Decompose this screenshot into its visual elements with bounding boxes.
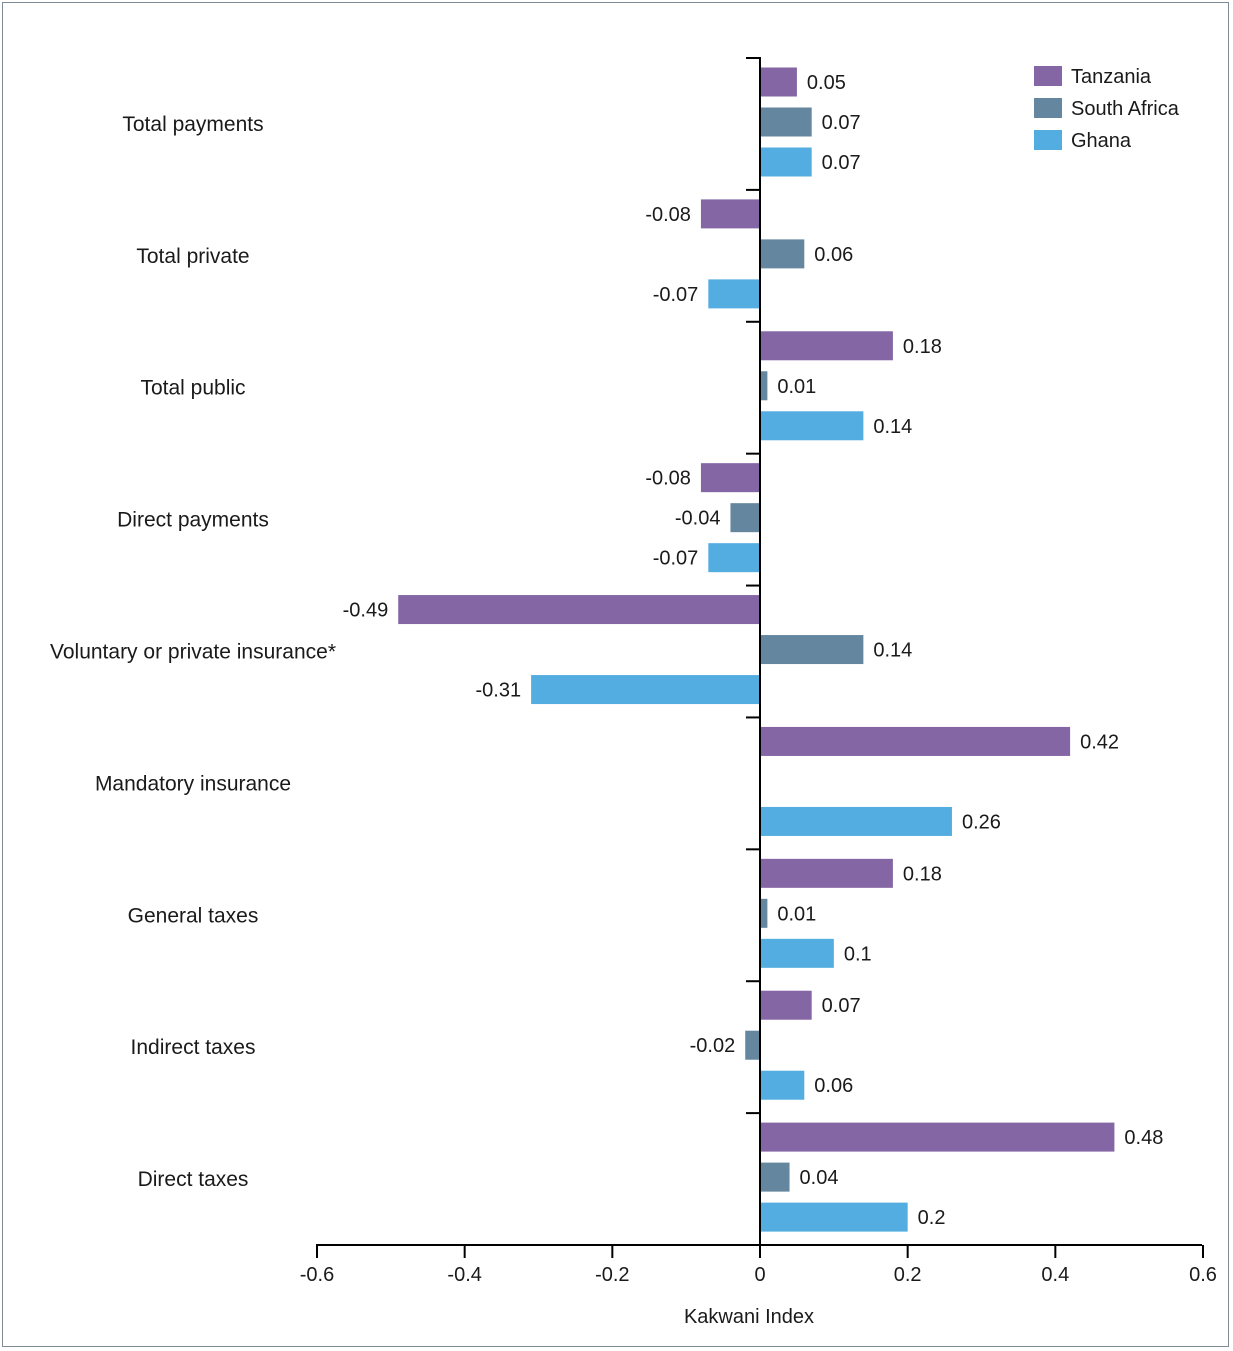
bar-ghana-general-taxes bbox=[760, 938, 834, 968]
data-label-tanzania-total-payments: 0.05 bbox=[807, 72, 846, 94]
data-label-tanzania-general-taxes: 0.18 bbox=[903, 863, 942, 885]
data-label-ghana-mandatory-insurance: 0.26 bbox=[962, 811, 1001, 833]
data-label-ghana-general-taxes: 0.1 bbox=[844, 943, 872, 965]
bar-ghana-total-payments bbox=[760, 147, 812, 177]
data-label-ghana-direct-taxes: 0.2 bbox=[918, 1207, 946, 1229]
bar-tanzania-direct-taxes bbox=[760, 1122, 1115, 1152]
axis-ticks: -0.6 -0.4 -0.2 0 0.2 0.4 0.6 bbox=[300, 57, 1217, 1286]
data-label-ghana-voluntary-or-private-insurance: -0.31 bbox=[476, 680, 522, 702]
data-label-ghana-total-private: -0.07 bbox=[653, 284, 699, 306]
x-tick-label: 0 bbox=[754, 1264, 765, 1286]
category-label-total-payments: Total payments bbox=[122, 113, 263, 136]
bar-tanzania-total-payments bbox=[760, 67, 797, 97]
x-tick-label: 0.6 bbox=[1189, 1264, 1217, 1286]
data-label-south-africa-general-taxes: 0.01 bbox=[777, 903, 816, 925]
data-label-south-africa-total-private: 0.06 bbox=[814, 244, 853, 266]
category-label-mandatory-insurance: Mandatory insurance bbox=[95, 772, 291, 795]
legend-swatch-tanzania bbox=[1034, 66, 1062, 86]
legend: Tanzania South Africa Ghana bbox=[1034, 66, 1180, 152]
bar-south-africa-voluntary-or-private-insurance bbox=[760, 635, 864, 665]
category-label-direct-taxes: Direct taxes bbox=[138, 1168, 249, 1191]
data-label-tanzania-mandatory-insurance: 0.42 bbox=[1080, 731, 1119, 753]
data-label-tanzania-direct-taxes: 0.48 bbox=[1124, 1127, 1163, 1149]
bar-south-africa-direct-taxes bbox=[760, 1162, 790, 1192]
x-tick-label: 0.2 bbox=[894, 1264, 922, 1286]
bar-south-africa-total-payments bbox=[760, 107, 812, 137]
data-label-ghana-total-payments: 0.07 bbox=[822, 152, 861, 174]
x-axis-title: Kakwani Index bbox=[684, 1306, 814, 1328]
data-label-tanzania-direct-payments: -0.08 bbox=[645, 468, 691, 490]
bar-tanzania-mandatory-insurance bbox=[760, 726, 1071, 756]
data-label-south-africa-direct-taxes: 0.04 bbox=[800, 1167, 839, 1189]
bar-south-africa-direct-payments bbox=[730, 503, 760, 533]
bar-tanzania-direct-payments bbox=[700, 463, 760, 493]
legend-swatch-south-africa bbox=[1034, 98, 1062, 118]
bar-ghana-total-public bbox=[760, 411, 864, 441]
x-tick-label: 0.4 bbox=[1041, 1264, 1069, 1286]
legend-label-ghana: Ghana bbox=[1071, 130, 1132, 152]
data-label-ghana-indirect-taxes: 0.06 bbox=[814, 1075, 853, 1097]
data-label-tanzania-indirect-taxes: 0.07 bbox=[822, 995, 861, 1017]
bar-ghana-voluntary-or-private-insurance bbox=[531, 675, 760, 705]
data-label-south-africa-direct-payments: -0.04 bbox=[675, 508, 721, 530]
category-label-total-public: Total public bbox=[140, 377, 245, 400]
data-label-south-africa-total-public: 0.01 bbox=[777, 376, 816, 398]
data-label-ghana-total-public: 0.14 bbox=[873, 416, 912, 438]
data-label-south-africa-indirect-taxes: -0.02 bbox=[690, 1035, 736, 1057]
bar-ghana-direct-taxes bbox=[760, 1202, 908, 1232]
data-label-south-africa-total-payments: 0.07 bbox=[822, 112, 861, 134]
bar-south-africa-indirect-taxes bbox=[745, 1030, 760, 1060]
x-tick-label: -0.4 bbox=[447, 1264, 481, 1286]
bar-tanzania-total-private bbox=[700, 199, 760, 229]
x-tick-label: -0.6 bbox=[300, 1264, 334, 1286]
bar-south-africa-total-private bbox=[760, 239, 805, 269]
bar-ghana-total-private bbox=[708, 279, 760, 309]
x-tick-label: -0.2 bbox=[595, 1264, 629, 1286]
legend-label-south-africa: South Africa bbox=[1071, 98, 1180, 120]
data-label-south-africa-voluntary-or-private-insurance: 0.14 bbox=[873, 640, 912, 662]
category-label-direct-payments: Direct payments bbox=[117, 509, 269, 532]
bar-tanzania-general-taxes bbox=[760, 858, 893, 888]
bar-tanzania-voluntary-or-private-insurance bbox=[398, 595, 760, 625]
category-labels: Total payments Total private Total public D… bbox=[50, 113, 336, 1191]
bar-ghana-indirect-taxes bbox=[760, 1070, 805, 1100]
bar-south-africa-general-taxes bbox=[760, 898, 768, 928]
data-label-ghana-direct-payments: -0.07 bbox=[653, 548, 699, 570]
category-label-voluntary-or-private-insurance: Voluntary or private insurance* bbox=[50, 641, 336, 664]
bar-ghana-mandatory-insurance bbox=[760, 806, 952, 836]
category-label-total-private: Total private bbox=[136, 245, 249, 268]
bar-ghana-direct-payments bbox=[708, 543, 760, 573]
bars bbox=[398, 67, 1115, 1232]
bar-south-africa-total-public bbox=[760, 371, 768, 401]
axes bbox=[316, 58, 1202, 1246]
data-label-tanzania-total-private: -0.08 bbox=[645, 204, 691, 226]
data-label-tanzania-total-public: 0.18 bbox=[903, 336, 942, 358]
data-label-tanzania-voluntary-or-private-insurance: -0.49 bbox=[343, 600, 389, 622]
bar-tanzania-indirect-taxes bbox=[760, 990, 812, 1020]
legend-swatch-ghana bbox=[1034, 130, 1062, 150]
category-label-general-taxes: General taxes bbox=[128, 904, 259, 927]
value-labels: 0.05 -0.08 0.18 -0.08 -0.49 0.42 0.18 0.07 0.48 0… bbox=[343, 72, 1164, 1229]
bar-tanzania-total-public bbox=[760, 331, 893, 361]
category-label-indirect-taxes: Indirect taxes bbox=[131, 1036, 256, 1059]
legend-label-tanzania: Tanzania bbox=[1071, 66, 1152, 88]
